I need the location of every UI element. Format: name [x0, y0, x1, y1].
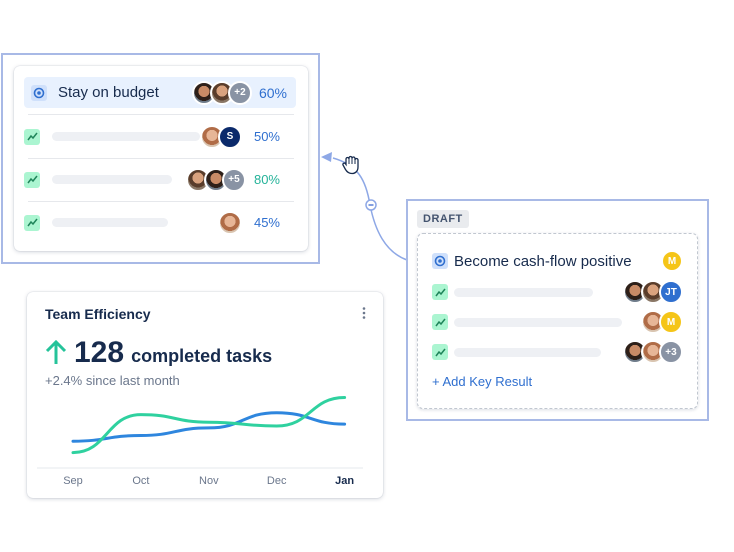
key-result-row[interactable]: 45% [24, 201, 298, 244]
progress-placeholder-bar [52, 175, 172, 184]
avatar-initial: S [217, 124, 242, 149]
objective-row[interactable]: Stay on budget +2 60% [24, 77, 296, 108]
progress-placeholder-bar [454, 317, 622, 327]
progress-placeholder-bar [454, 287, 593, 297]
team-efficiency-card: Team Efficiency 128 completed tasks +2.4… [27, 292, 383, 498]
trend-icon [24, 128, 40, 145]
progress-placeholder-bar [52, 218, 168, 227]
add-key-result-link[interactable]: + Add Key Result [432, 374, 533, 389]
avatar-initial: M [659, 310, 683, 334]
x-tick-label: Jan [335, 475, 355, 487]
key-result-row[interactable]: +5 80% [24, 158, 298, 201]
more-vertical-icon[interactable] [361, 306, 367, 320]
draft-key-result-row[interactable]: +3 [432, 340, 683, 364]
trend-icon [432, 284, 448, 300]
grab-hand-icon [340, 153, 364, 177]
owner-avatar[interactable]: M [661, 250, 683, 272]
selection-frame-okr [1, 53, 320, 264]
delta-text: +2.4% since last month [45, 373, 180, 388]
x-tick-label: Nov [199, 475, 219, 487]
metric-row: 128 completed tasks [45, 336, 272, 370]
line-chart [37, 396, 363, 469]
key-result-percent: 45% [253, 215, 280, 230]
avatar [217, 210, 242, 235]
draft-key-result-row[interactable]: JT [432, 280, 683, 304]
draft-objective-title: Become cash-flow positive [454, 252, 632, 270]
series-line-1 [71, 396, 347, 455]
trend-icon [24, 171, 40, 188]
divider [28, 114, 294, 115]
objective-percent: 60% [258, 84, 287, 101]
x-tick-label: Sep [63, 475, 83, 487]
series-line-0 [71, 411, 347, 443]
avatar-more[interactable]: +5 [221, 167, 246, 192]
trend-icon [432, 314, 448, 330]
key-result-percent: 80% [253, 172, 280, 187]
objective-avatars[interactable]: +2 [191, 80, 252, 105]
avatar-more[interactable]: +2 [227, 80, 252, 105]
selection-frame-draft [406, 199, 709, 421]
objective-target-icon [31, 84, 47, 101]
arrow-up-icon [45, 339, 67, 366]
avatar-initials: JT [659, 280, 683, 304]
draft-avatars[interactable]: JT [623, 280, 683, 304]
key-result-avatars[interactable]: +5 [185, 167, 246, 192]
draft-avatars[interactable]: +3 [623, 340, 683, 364]
x-tick-label: Dec [266, 475, 287, 487]
completed-count: 128 [74, 336, 125, 369]
progress-placeholder-bar [52, 132, 200, 141]
draft-objective-row[interactable]: Become cash-flow positive M [432, 250, 683, 272]
trend-icon [24, 214, 40, 231]
objective-title: Stay on budget [58, 84, 159, 101]
trend-icon [432, 344, 448, 360]
draft-badge: DRAFT [417, 210, 469, 228]
progress-placeholder-bar [454, 347, 601, 357]
key-result-row[interactable]: S 50% [24, 115, 298, 158]
key-result-percent: 50% [253, 129, 280, 144]
divider [28, 158, 294, 159]
draft-avatars[interactable]: M [641, 310, 683, 334]
draft-key-result-row[interactable]: M [432, 310, 683, 334]
objective-target-icon [432, 253, 448, 269]
key-result-avatars[interactable]: S [199, 124, 242, 149]
okr-card[interactable]: Stay on budget +2 60% S 50% +5 80% [14, 66, 308, 251]
divider [28, 201, 294, 202]
card-title: Team Efficiency [45, 306, 151, 322]
avatar-more[interactable]: +3 [659, 340, 683, 364]
x-tick-label: Oct [132, 475, 150, 487]
key-result-avatars[interactable] [217, 210, 242, 235]
completed-label: completed tasks [131, 346, 273, 366]
draft-card[interactable]: Become cash-flow positive M JT M [417, 233, 698, 409]
